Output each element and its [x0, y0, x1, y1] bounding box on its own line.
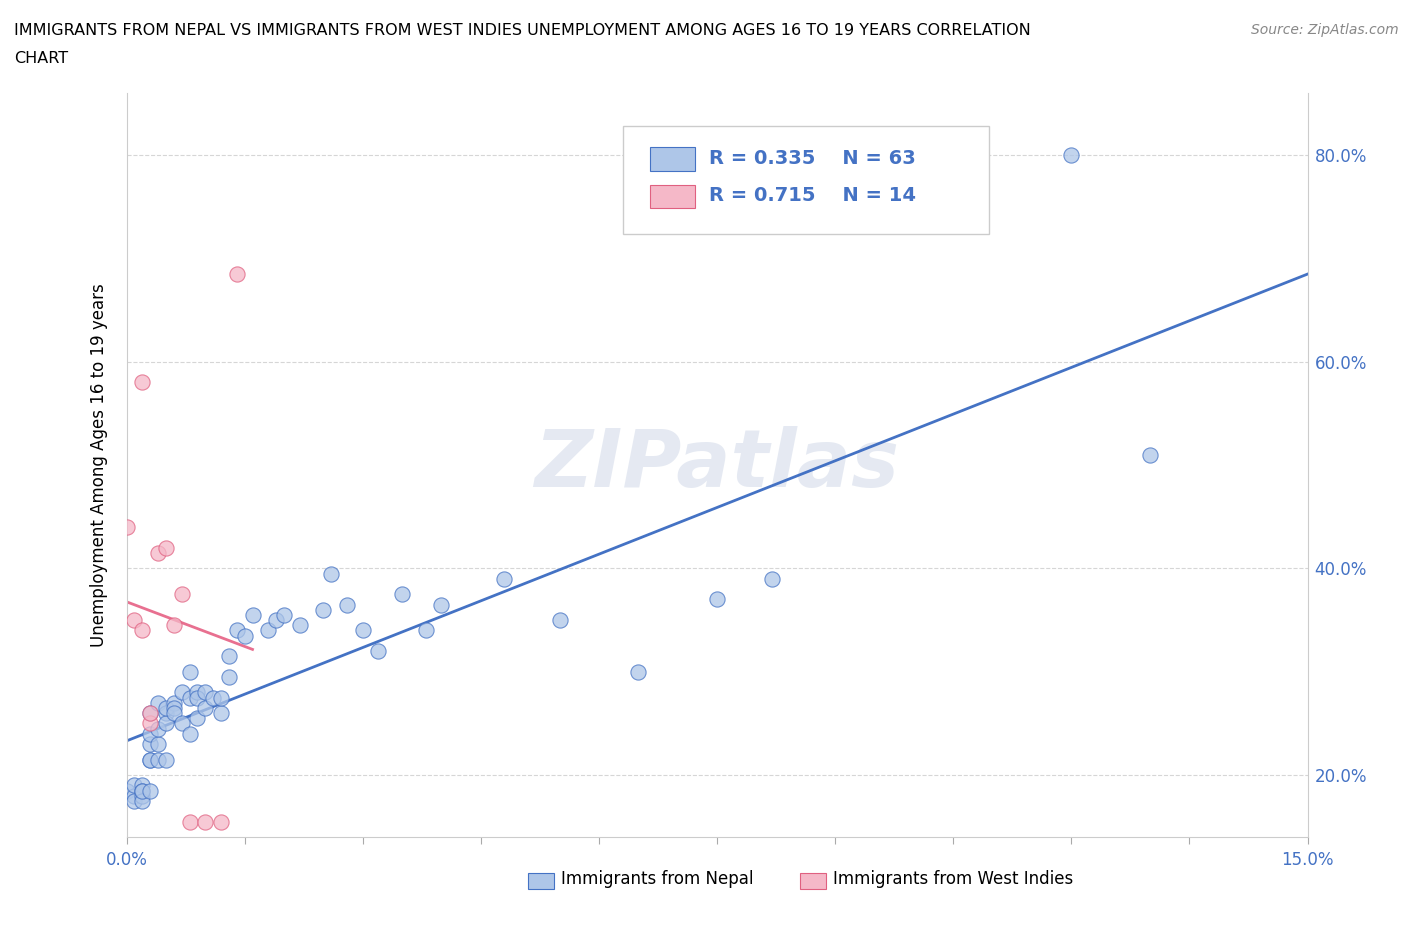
- Point: [494, 571, 516, 586]
- Bar: [800, 872, 825, 889]
- Point: [194, 700, 217, 715]
- Point: [139, 737, 162, 751]
- Point: [131, 783, 153, 798]
- Point: [163, 696, 186, 711]
- Point: [225, 623, 247, 638]
- Point: [273, 607, 295, 622]
- Point: [146, 752, 169, 767]
- Point: [163, 618, 186, 632]
- Point: [139, 726, 162, 741]
- Point: [115, 520, 138, 535]
- Point: [1060, 148, 1083, 163]
- Point: [367, 644, 389, 658]
- Point: [179, 690, 201, 705]
- Bar: [529, 872, 554, 889]
- Point: [139, 716, 162, 731]
- Point: [415, 623, 437, 638]
- Point: [321, 566, 343, 581]
- Point: [761, 571, 783, 586]
- Point: [179, 726, 201, 741]
- Point: [430, 597, 453, 612]
- Point: [139, 783, 162, 798]
- Point: [155, 752, 177, 767]
- Point: [131, 789, 153, 804]
- Point: [131, 375, 153, 390]
- Text: Immigrants from West Indies: Immigrants from West Indies: [832, 870, 1073, 888]
- Point: [163, 706, 186, 721]
- Point: [139, 706, 162, 721]
- Point: [179, 814, 201, 829]
- Point: [336, 597, 359, 612]
- Point: [706, 591, 728, 606]
- Point: [146, 721, 169, 736]
- Text: R = 0.335    N = 63: R = 0.335 N = 63: [709, 149, 915, 168]
- Point: [391, 587, 413, 602]
- Point: [257, 623, 280, 638]
- Text: Source: ZipAtlas.com: Source: ZipAtlas.com: [1251, 23, 1399, 37]
- Point: [155, 716, 177, 731]
- Point: [131, 783, 153, 798]
- Text: CHART: CHART: [14, 51, 67, 66]
- Point: [170, 684, 193, 699]
- Point: [115, 783, 138, 798]
- Point: [194, 684, 217, 699]
- Point: [155, 706, 177, 721]
- Point: [139, 752, 162, 767]
- Text: Immigrants from Nepal: Immigrants from Nepal: [561, 870, 754, 888]
- Point: [139, 706, 162, 721]
- Bar: [650, 147, 695, 171]
- Point: [218, 670, 240, 684]
- Point: [131, 793, 153, 808]
- Point: [209, 814, 232, 829]
- Point: [202, 690, 225, 705]
- Point: [155, 700, 177, 715]
- Point: [170, 716, 193, 731]
- Point: [139, 752, 162, 767]
- Point: [264, 613, 287, 628]
- Point: [233, 628, 256, 643]
- Point: [209, 706, 232, 721]
- Point: [146, 737, 169, 751]
- Point: [179, 664, 201, 679]
- Point: [131, 777, 153, 792]
- Point: [146, 696, 169, 711]
- Bar: [650, 184, 695, 208]
- Y-axis label: Unemployment Among Ages 16 to 19 years: Unemployment Among Ages 16 to 19 years: [90, 283, 108, 647]
- Point: [124, 777, 146, 792]
- Point: [124, 793, 146, 808]
- Text: ZIPatlas: ZIPatlas: [534, 426, 900, 504]
- Point: [146, 545, 169, 560]
- Point: [163, 700, 186, 715]
- Point: [155, 540, 177, 555]
- Point: [124, 613, 146, 628]
- Point: [312, 603, 335, 618]
- Text: IMMIGRANTS FROM NEPAL VS IMMIGRANTS FROM WEST INDIES UNEMPLOYMENT AMONG AGES 16 : IMMIGRANTS FROM NEPAL VS IMMIGRANTS FROM…: [14, 23, 1031, 38]
- Point: [194, 814, 217, 829]
- Point: [170, 587, 193, 602]
- Point: [242, 607, 264, 622]
- Point: [218, 649, 240, 664]
- Point: [225, 266, 247, 281]
- Point: [186, 690, 208, 705]
- Point: [124, 789, 146, 804]
- Point: [1139, 447, 1161, 462]
- FancyBboxPatch shape: [623, 126, 988, 234]
- Point: [131, 623, 153, 638]
- Point: [627, 664, 650, 679]
- Point: [352, 623, 374, 638]
- Point: [186, 684, 208, 699]
- Point: [548, 613, 571, 628]
- Text: R = 0.715    N = 14: R = 0.715 N = 14: [709, 186, 915, 206]
- Point: [209, 690, 232, 705]
- Point: [288, 618, 311, 632]
- Point: [186, 711, 208, 725]
